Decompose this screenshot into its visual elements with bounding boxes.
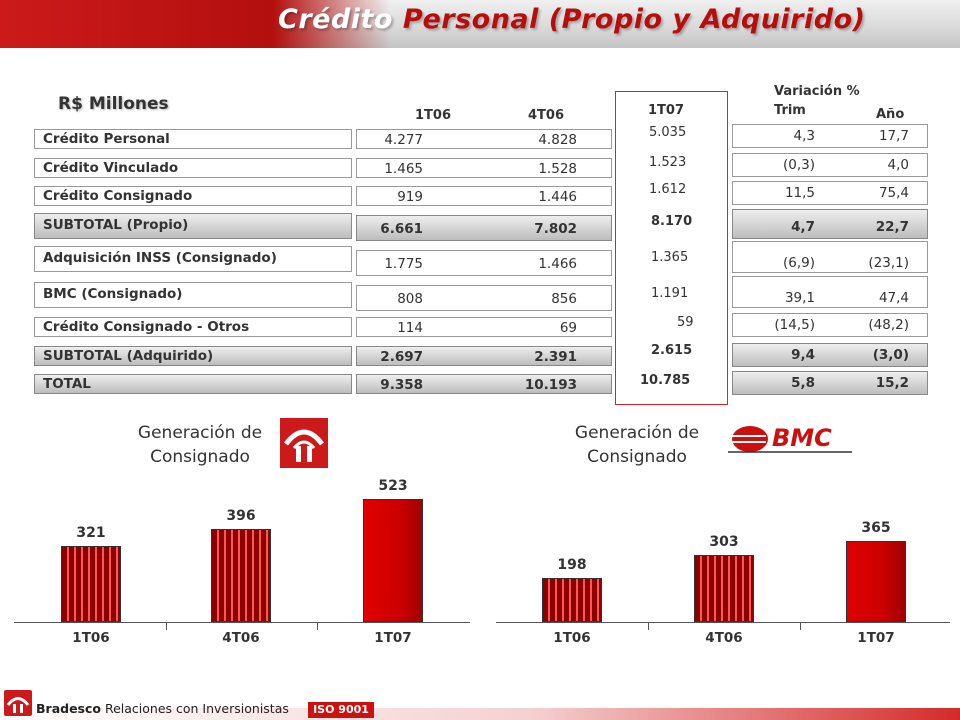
row-values: 1.465 1.528 <box>356 158 612 178</box>
row-variation: (14,5) (48,2) <box>732 313 928 337</box>
row-variation-subtotal: 4,7 22,7 <box>732 209 928 239</box>
row-variation: 4,3 17,7 <box>732 124 928 148</box>
value-1t07: 5.035 <box>649 125 687 140</box>
row-values: 4.277 4.828 <box>356 129 612 149</box>
col-header-trim: Trim <box>774 103 806 118</box>
value-1t07: 2.615 <box>651 343 693 358</box>
row-variation-total: 5,8 15,2 <box>732 371 928 395</box>
footer-text: Bradesco Relaciones con Inversionistas <box>36 701 289 716</box>
row-label-subtotal: SUBTOTAL (Adquirido) <box>34 346 352 366</box>
x-axis <box>496 622 950 623</box>
bar-1T07 <box>846 541 906 622</box>
col-header-1t07: 1T07 <box>648 103 685 118</box>
page-number: 14 <box>934 696 950 709</box>
highlight-column-1t07 <box>615 91 728 405</box>
bar-1T07 <box>363 499 423 622</box>
x-tick-label: 4T06 <box>222 630 260 646</box>
row-values: 1.775 1.466 <box>356 250 612 276</box>
title-accent <box>0 0 390 48</box>
units-label: R$ Millones <box>58 94 169 114</box>
value-1t07: 10.785 <box>640 373 691 388</box>
row-label: BMC (Consignado) <box>34 282 352 308</box>
footer-bar <box>0 708 960 720</box>
value-1t07: 1.365 <box>651 250 689 265</box>
row-values: 114 69 <box>356 317 612 337</box>
row-values-subtotal: 6.661 7.802 <box>356 215 612 241</box>
row-label-total: TOTAL <box>34 374 352 394</box>
row-variation: (0,3) 4,0 <box>732 153 928 177</box>
row-label: Crédito Consignado <box>34 186 352 206</box>
row-label: Crédito Vinculado <box>34 158 352 178</box>
row-variation: 39,1 47,4 <box>732 276 928 308</box>
bar-value-label: 396 <box>226 508 256 524</box>
bar-1T06 <box>61 546 121 622</box>
x-axis <box>14 622 470 623</box>
row-values: 808 856 <box>356 285 612 311</box>
row-values-subtotal: 2.697 2.391 <box>356 346 612 366</box>
axis-tick <box>800 622 801 630</box>
row-variation: 11,5 75,4 <box>732 181 928 205</box>
bar-value-label: 198 <box>557 557 587 573</box>
row-values: 919 1.446 <box>356 186 612 206</box>
chart-right-title: Generación de Consignado <box>574 423 700 467</box>
value-1t07: 1.523 <box>649 155 687 170</box>
col-header-ano: Año <box>876 107 905 122</box>
col-header-4t06: 4T06 <box>528 108 565 123</box>
row-label: Crédito Consignado - Otros <box>34 317 352 337</box>
bmc-logo: BMC <box>728 424 852 454</box>
bar-value-label: 365 <box>861 520 891 536</box>
axis-tick <box>166 622 167 630</box>
bar-1T06 <box>542 578 602 622</box>
bmc-logo-text: BMC <box>772 424 832 452</box>
bar-value-label: 303 <box>709 534 739 550</box>
bradesco-footer-logo-icon <box>4 690 32 716</box>
x-tick-label: 1T07 <box>857 630 895 646</box>
row-label: Adquisición INSS (Consignado) <box>34 246 352 272</box>
value-1t07: 8.170 <box>651 214 693 229</box>
iso-badge: ISO 9001 <box>308 702 374 718</box>
x-tick-label: 1T07 <box>374 630 412 646</box>
row-variation: (6,9) (23,1) <box>732 241 928 273</box>
x-tick-label: 1T06 <box>72 630 110 646</box>
x-tick-label: 4T06 <box>705 630 743 646</box>
bar-4T06 <box>211 529 271 622</box>
page-title: Crédito Personal (Propio y Adquirido) <box>278 4 866 35</box>
bradesco-logo-icon <box>280 418 328 468</box>
col-header-variacion: Variación % <box>774 84 860 99</box>
x-tick-label: 1T06 <box>553 630 591 646</box>
bar-value-label: 523 <box>378 478 408 494</box>
row-label: Crédito Personal <box>34 129 352 149</box>
bar-4T06 <box>694 555 754 622</box>
value-1t07: 1.191 <box>651 286 689 301</box>
row-variation-subtotal: 9,4 (3,0) <box>732 343 928 367</box>
value-1t07: 1.612 <box>649 182 687 197</box>
row-label-subtotal: SUBTOTAL (Propio) <box>34 213 352 239</box>
row-values-total: 9.358 10.193 <box>356 374 612 394</box>
chart-left-title: Generación de Consignado <box>137 423 263 467</box>
value-1t07: 59 <box>677 315 694 330</box>
bar-value-label: 321 <box>76 525 106 541</box>
axis-tick <box>317 622 318 630</box>
axis-tick <box>648 622 649 630</box>
col-header-1t06: 1T06 <box>415 108 452 123</box>
